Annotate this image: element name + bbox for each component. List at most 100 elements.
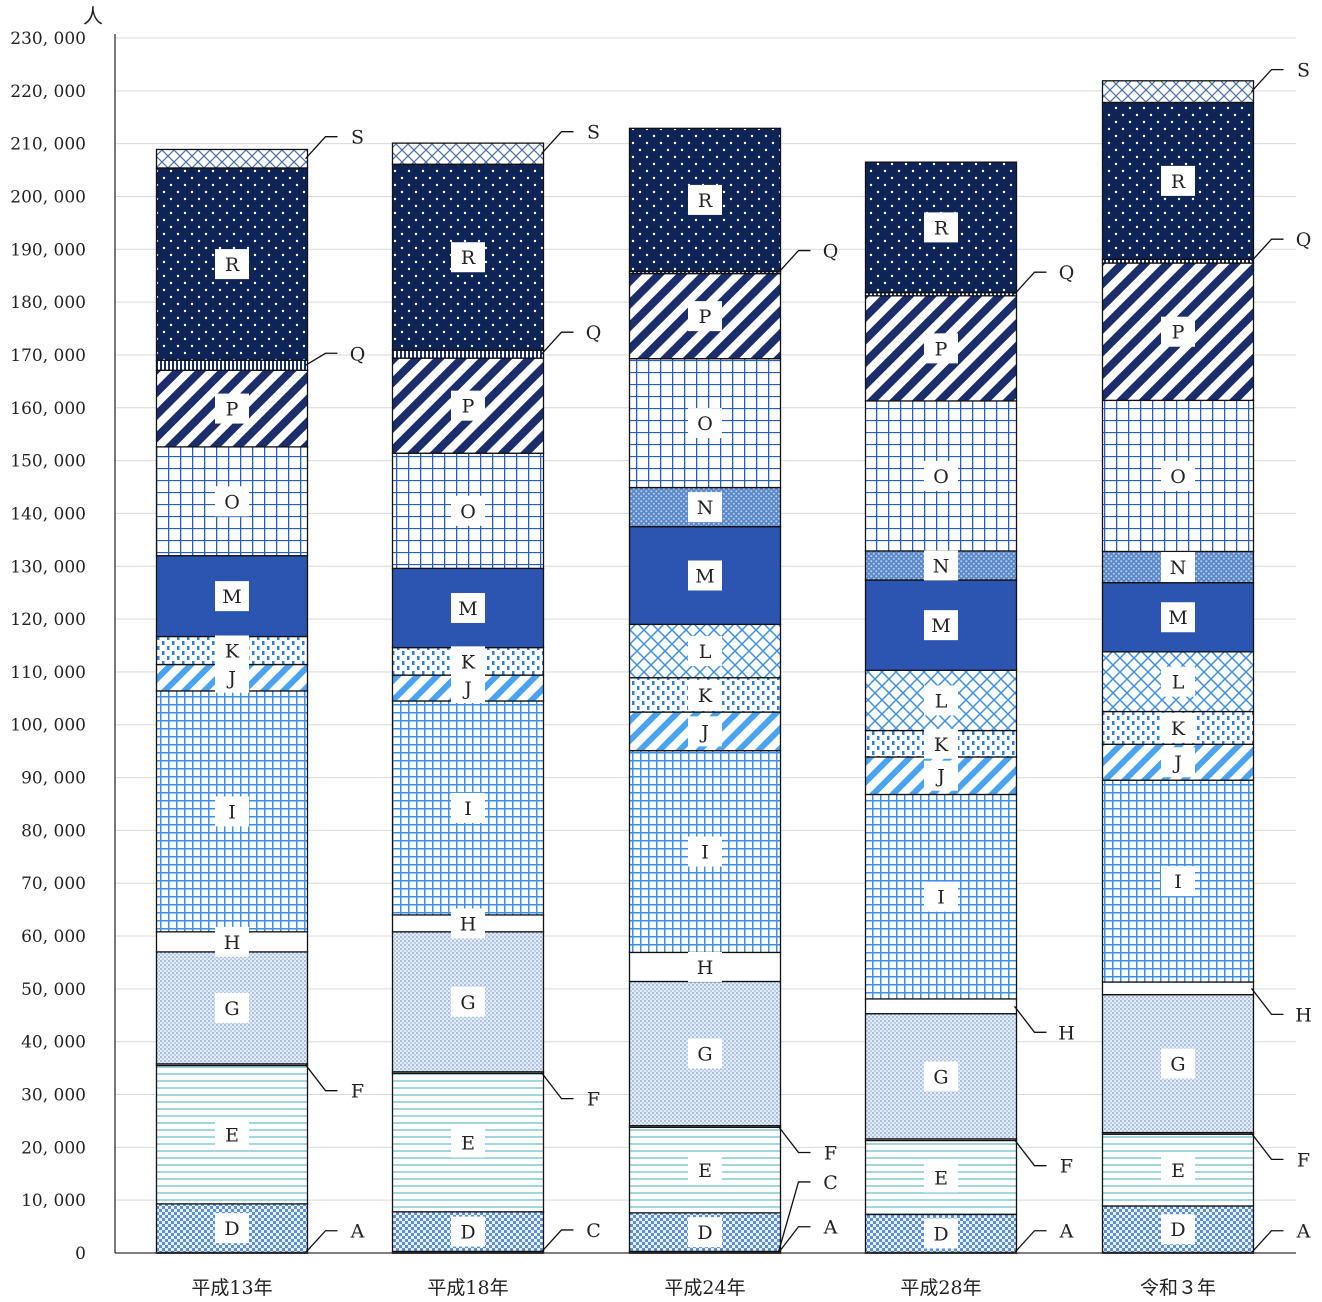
callout-line bbox=[540, 1072, 574, 1100]
y-tick-label: 90, 000 bbox=[21, 769, 86, 789]
segment-label-m: M bbox=[222, 586, 241, 608]
callout-label-f: F bbox=[351, 1081, 364, 1103]
segment-label-box bbox=[1161, 1214, 1195, 1245]
axes: 0 10, 000 20, 000 30, 000 40, 000 50, 000 60, … bbox=[10, 29, 1296, 1299]
y-tick-label: 140, 000 bbox=[10, 504, 86, 524]
segment-label-box bbox=[451, 646, 485, 677]
bar-segment-s bbox=[155, 148, 309, 169]
callout-line bbox=[1251, 1230, 1284, 1254]
segment-label-r: R bbox=[461, 247, 476, 269]
callout-label-a: A bbox=[350, 1221, 365, 1243]
segment-label-box bbox=[451, 390, 485, 421]
segment-label-box bbox=[215, 1119, 249, 1150]
segment-label-o: O bbox=[933, 466, 949, 488]
segment-label-p: P bbox=[462, 396, 475, 418]
callout-line bbox=[1250, 1132, 1284, 1160]
y-tick-label: 70, 000 bbox=[21, 874, 86, 894]
callout-label-q: Q bbox=[1059, 262, 1075, 284]
bar-segment-h bbox=[1101, 981, 1255, 996]
bar-segment-q bbox=[155, 359, 309, 371]
segment-label-box bbox=[924, 550, 958, 581]
y-tick-label: 150, 000 bbox=[10, 452, 86, 472]
segment-label-i: I bbox=[1174, 871, 1182, 893]
segment-label-box bbox=[688, 636, 722, 667]
y-tick-label: 80, 000 bbox=[21, 821, 86, 841]
y-tick-label: 20, 000 bbox=[21, 1138, 86, 1158]
segment-label-p: P bbox=[226, 399, 239, 421]
segment-label-box bbox=[215, 662, 249, 693]
callout-line bbox=[1251, 238, 1284, 262]
segment-label-k: K bbox=[461, 651, 476, 673]
callout-line bbox=[778, 249, 811, 273]
segment-label-box bbox=[688, 408, 722, 439]
segment-label-k: K bbox=[698, 685, 713, 707]
callout-line bbox=[1013, 1005, 1047, 1033]
segment-label-m: M bbox=[695, 566, 714, 588]
y-tick-label: 100, 000 bbox=[10, 716, 86, 736]
callout-label-h: H bbox=[1058, 1022, 1075, 1044]
segment-label-box bbox=[1161, 1048, 1195, 1079]
y-tick-label: 50, 000 bbox=[21, 980, 86, 1000]
segment-label-box bbox=[924, 610, 958, 641]
callout-label-s: S bbox=[587, 122, 600, 144]
segment-label-box bbox=[215, 796, 249, 827]
x-category-label: 平成13年 bbox=[191, 1277, 272, 1299]
segment-label-box bbox=[215, 486, 249, 517]
segment-label-m: M bbox=[931, 615, 950, 637]
callout-line bbox=[777, 1226, 811, 1254]
segment-label-box bbox=[924, 881, 958, 912]
segment-label-d: D bbox=[933, 1223, 948, 1245]
segment-label-p: P bbox=[935, 338, 948, 360]
bar-segment-q bbox=[391, 349, 545, 359]
segment-label-box bbox=[924, 760, 958, 791]
segment-label-e: E bbox=[1171, 1160, 1185, 1182]
segment-label-box bbox=[688, 1155, 722, 1186]
y-tick-label: 30, 000 bbox=[21, 1086, 86, 1106]
callout-line bbox=[305, 136, 338, 160]
segment-label-box bbox=[688, 560, 722, 591]
segment-label-box bbox=[1161, 1155, 1195, 1186]
y-tick-label: 60, 000 bbox=[21, 927, 86, 947]
callout-label-c: C bbox=[586, 1220, 601, 1242]
callout-label-s: S bbox=[351, 127, 364, 149]
segment-label-box bbox=[924, 1061, 958, 1092]
callout-label-f: F bbox=[1060, 1156, 1073, 1178]
segment-label-e: E bbox=[461, 1133, 475, 1155]
segment-label-box bbox=[215, 992, 249, 1023]
segment-label-box bbox=[688, 301, 722, 332]
segment-label-m: M bbox=[458, 598, 477, 620]
segment-label-box bbox=[688, 1217, 722, 1248]
y-tick-label: 110, 000 bbox=[10, 663, 86, 683]
segment-label-g: G bbox=[933, 1066, 948, 1088]
segment-label-box bbox=[1161, 316, 1195, 347]
y-tick-label: 180, 000 bbox=[10, 293, 86, 313]
segment-label-box bbox=[451, 495, 485, 526]
x-category-label: 平成28年 bbox=[900, 1277, 981, 1299]
segment-label-box bbox=[451, 592, 485, 623]
segment-label-box bbox=[924, 333, 958, 364]
segment-label-box bbox=[1161, 712, 1195, 743]
segment-label-j: J bbox=[699, 721, 709, 743]
callout-line bbox=[1251, 68, 1284, 93]
y-tick-label: 230, 000 bbox=[10, 29, 86, 49]
callout-label-f: F bbox=[587, 1089, 600, 1111]
segment-label-box bbox=[215, 581, 249, 612]
y-tick-label: 40, 000 bbox=[21, 1033, 86, 1053]
segment-label-box bbox=[451, 673, 485, 704]
segment-label-box bbox=[1161, 165, 1195, 196]
y-tick-label: 0 bbox=[75, 1244, 86, 1264]
segment-label-box bbox=[215, 249, 249, 280]
segment-label-n: N bbox=[697, 497, 714, 519]
segment-label-k: K bbox=[934, 734, 949, 756]
segment-label-o: O bbox=[460, 501, 476, 523]
callout-label-f: F bbox=[1297, 1149, 1310, 1171]
segment-label-box bbox=[688, 716, 722, 747]
segment-label-m: M bbox=[1168, 607, 1187, 629]
callout-label-s: S bbox=[1297, 60, 1310, 82]
segment-label-i: I bbox=[937, 887, 945, 909]
segment-label-n: N bbox=[1170, 557, 1187, 579]
callout-label-a: A bbox=[823, 1217, 838, 1239]
segment-label-d: D bbox=[460, 1222, 475, 1244]
segment-label-box bbox=[451, 242, 485, 273]
